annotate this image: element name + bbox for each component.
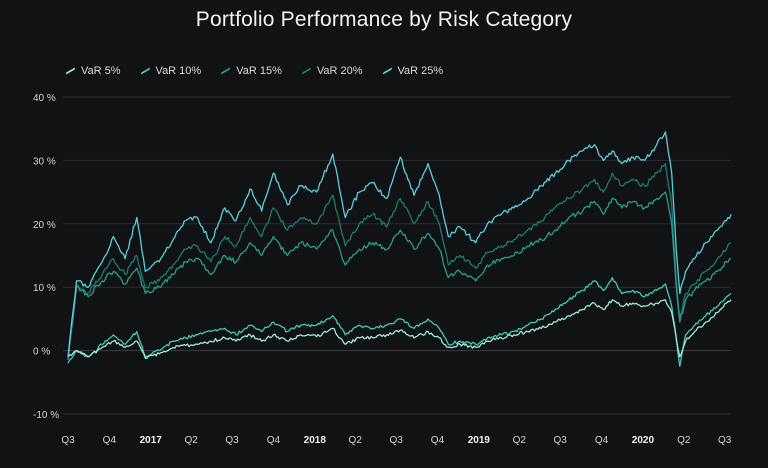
y-tick-label: 40 % — [33, 93, 56, 104]
legend-label: VaR 5% — [81, 65, 121, 77]
y-tick-label: 10 % — [33, 283, 56, 294]
series-line-var-25 — [67, 131, 732, 357]
legend-item[interactable]: VaR 15% — [221, 65, 282, 77]
x-axis-ticks: Q3 Q4 2017 Q2 Q3 Q4 2018 Q2 Q3 Q4 2019 Q2 Q3 Q4 2020 Q2… — [61, 435, 731, 446]
x-tick-label: Q3 — [554, 435, 568, 446]
legend-item[interactable]: VaR 5% — [66, 65, 121, 77]
x-tick-label: 2020 — [632, 435, 655, 446]
series-line-var-5 — [67, 299, 732, 359]
x-tick-label: Q2 — [677, 435, 691, 446]
x-tick-label: Q3 — [61, 435, 75, 446]
legend-label: VaR 25% — [397, 65, 444, 77]
x-tick-label: Q2 — [513, 435, 527, 446]
x-tick-label: 2019 — [468, 435, 491, 446]
series-line-var-10 — [67, 277, 732, 368]
legend-label: VaR 20% — [316, 65, 363, 77]
x-tick-label: Q2 — [349, 435, 363, 446]
y-tick-label: 20 % — [33, 220, 56, 231]
x-tick-label: Q4 — [267, 435, 281, 446]
x-tick-label: Q3 — [718, 435, 732, 446]
x-tick-label: 2017 — [140, 435, 163, 446]
x-tick-label: Q3 — [225, 435, 239, 446]
legend-item[interactable]: VaR 20% — [301, 65, 363, 77]
series-line-var-20 — [67, 162, 732, 361]
grid-lines — [63, 96, 731, 415]
x-tick-label: Q4 — [103, 435, 117, 446]
legend-item[interactable]: VaR 10% — [140, 65, 202, 77]
x-tick-label: Q4 — [431, 435, 445, 446]
y-tick-label: 30 % — [33, 156, 56, 167]
legend-label: VaR 10% — [155, 65, 202, 77]
series-line-var-15 — [67, 191, 732, 361]
y-axis-ticks: -10 % 0 % 10 % 20 % 30 % 40 % — [33, 93, 59, 421]
chart-legend: VaR 5% VaR 10% VaR 15% VaR 20% VaR 25% — [66, 65, 443, 77]
series-lines — [67, 131, 732, 368]
x-tick-label: 2018 — [304, 435, 327, 446]
y-tick-label: -10 % — [33, 410, 59, 421]
x-tick-label: Q3 — [389, 435, 403, 446]
y-tick-label: 0 % — [33, 347, 50, 358]
x-tick-label: Q4 — [595, 435, 609, 446]
legend-label: VaR 15% — [236, 65, 282, 77]
legend-item[interactable]: VaR 25% — [382, 65, 444, 77]
chart-title: Portfolio Performance by Risk Category — [195, 8, 573, 31]
x-tick-label: Q2 — [184, 435, 198, 446]
